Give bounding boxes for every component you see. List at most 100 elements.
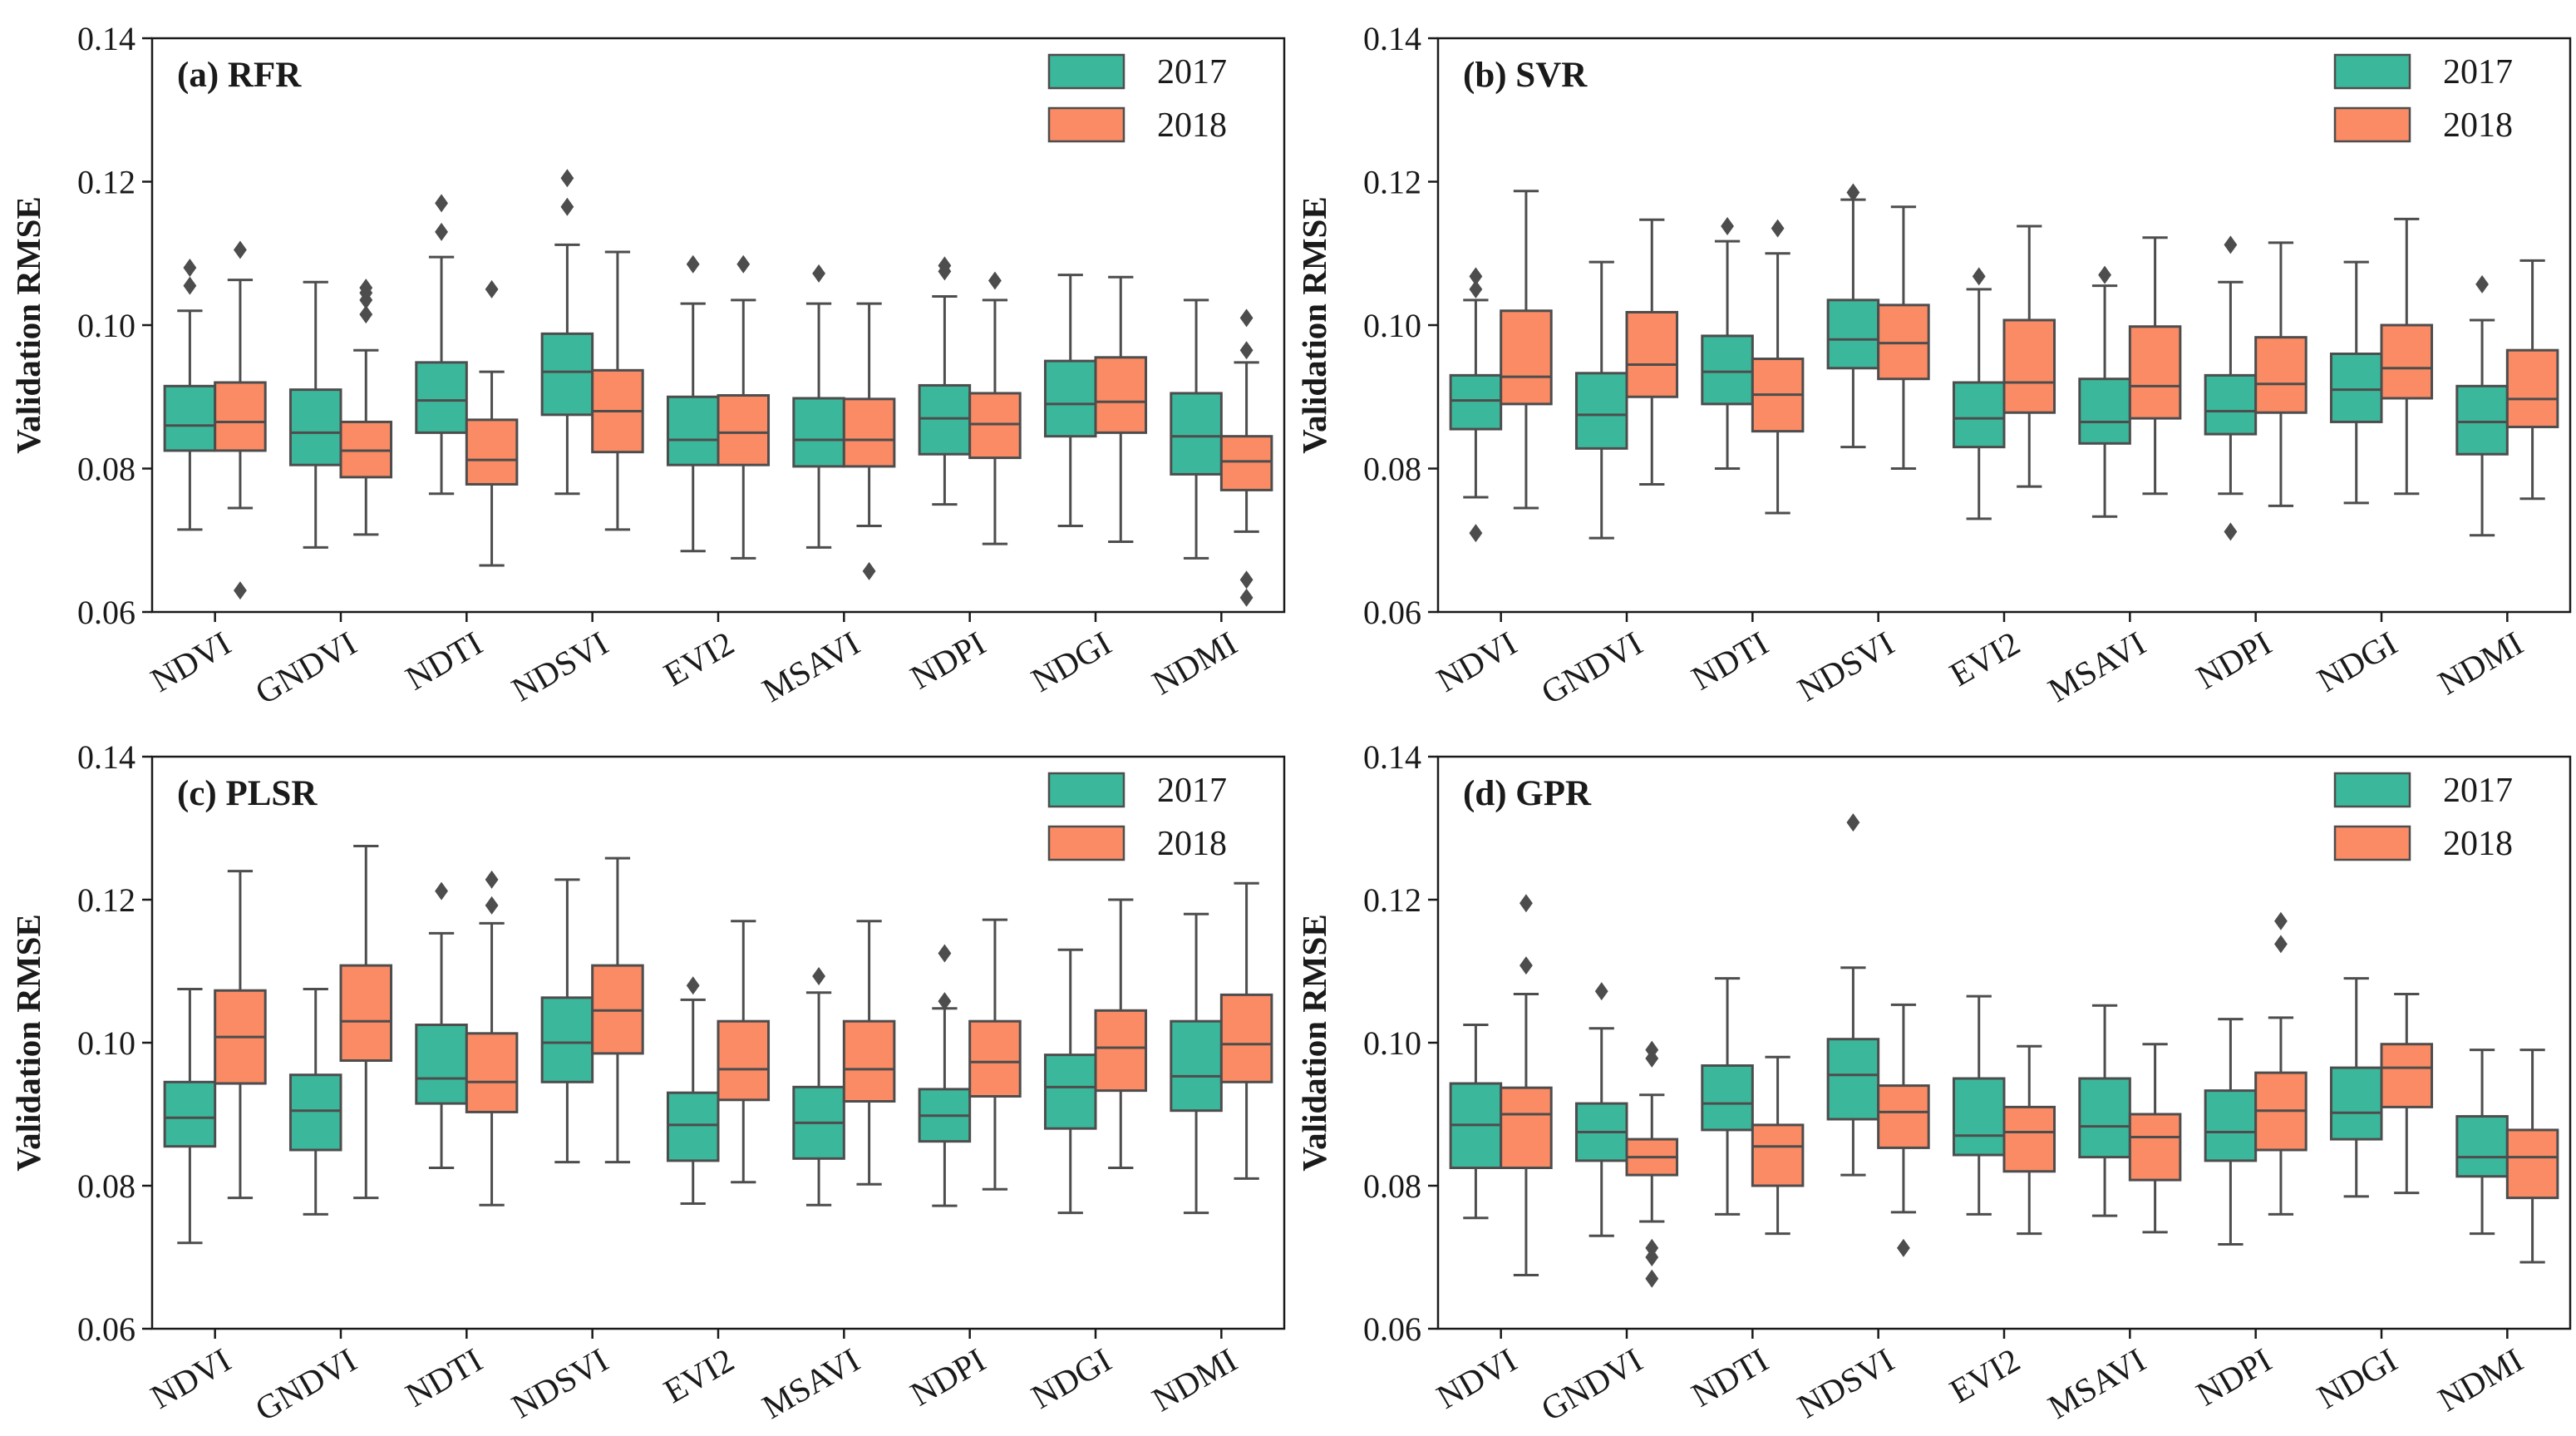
outlier-point bbox=[1519, 956, 1533, 975]
outlier-point bbox=[2224, 522, 2238, 541]
outlier-point bbox=[2475, 274, 2489, 294]
box-body bbox=[2204, 1089, 2258, 1162]
legend-label-2017: 2017 bbox=[2443, 772, 2513, 810]
x-category-label: MSAVI bbox=[756, 1340, 866, 1426]
legend-swatch-2018 bbox=[1047, 825, 1125, 861]
legend-label-2018: 2018 bbox=[2443, 106, 2513, 145]
outlier-point bbox=[2224, 235, 2238, 254]
box-2017 bbox=[1574, 260, 1628, 540]
outlier-point bbox=[1846, 813, 1860, 832]
outlier-point bbox=[686, 976, 700, 995]
outlier-point bbox=[1645, 1238, 1659, 1257]
x-category-label: NDSVI bbox=[1791, 1340, 1901, 1425]
outlier-point bbox=[812, 967, 825, 986]
box-2017 bbox=[666, 976, 720, 1205]
box-body bbox=[1952, 1077, 2006, 1157]
box-2018 bbox=[1500, 894, 1553, 1276]
box-body bbox=[717, 1019, 771, 1102]
outlier-point bbox=[435, 881, 448, 901]
box-2017 bbox=[2329, 260, 2383, 505]
x-category-label: NDGI bbox=[1025, 624, 1118, 699]
outlier-point bbox=[485, 279, 499, 299]
y-tick-label: 0.06 bbox=[1363, 1310, 1421, 1348]
legend-swatch-2018 bbox=[1047, 106, 1125, 143]
outlier-point bbox=[1972, 267, 1986, 286]
chart-panel: 0.06 0.08 0.10 0.12 0.14 Validation RMSE NDVI G… bbox=[1295, 738, 2572, 1429]
box-2017 bbox=[1043, 274, 1097, 527]
x-category-label: NDTI bbox=[1685, 1340, 1775, 1414]
x-category-label: NDMI bbox=[1145, 624, 1244, 703]
x-category-label: NDTI bbox=[399, 1340, 489, 1414]
y-tick-label: 0.10 bbox=[77, 307, 135, 344]
outlier-point bbox=[2274, 935, 2288, 954]
box-2018 bbox=[1751, 219, 1805, 515]
outlier-point bbox=[359, 305, 373, 324]
box-2018 bbox=[842, 920, 896, 1186]
box-body bbox=[918, 383, 972, 456]
outlier-point bbox=[234, 581, 247, 600]
legend-label-2017: 2017 bbox=[2443, 53, 2513, 91]
outlier-point bbox=[560, 169, 574, 188]
x-category-label: NDVI bbox=[144, 1340, 237, 1416]
legend-label-2018: 2018 bbox=[2443, 825, 2513, 863]
y-axis-label: Validation RMSE bbox=[1295, 196, 1333, 453]
outlier-point bbox=[2274, 911, 2288, 930]
box-2017 bbox=[792, 967, 845, 1207]
legend-label-2017: 2017 bbox=[1157, 772, 1227, 810]
box-body bbox=[2002, 1105, 2056, 1173]
box-2017 bbox=[1449, 1024, 1503, 1220]
x-category-label: NDMI bbox=[2431, 1340, 2529, 1419]
y-tick-label: 0.06 bbox=[1363, 594, 1421, 631]
chart-panel: 0.06 0.08 0.10 0.12 0.14 Validation RMSE NDVI G… bbox=[9, 20, 1286, 712]
box-body bbox=[1449, 373, 1503, 431]
y-tick-label: 0.10 bbox=[1363, 307, 1421, 344]
box-body bbox=[1043, 359, 1097, 438]
box-body bbox=[1094, 356, 1148, 434]
y-tick-label: 0.14 bbox=[1363, 20, 1421, 57]
box-body bbox=[1219, 435, 1273, 491]
box-2017 bbox=[1574, 982, 1628, 1237]
panel-title: (c) PLSR bbox=[177, 774, 318, 813]
box-2018 bbox=[2128, 236, 2182, 496]
outlier-point bbox=[359, 279, 373, 298]
x-category-label: GNDVI bbox=[1534, 1340, 1648, 1429]
box-body bbox=[666, 395, 720, 466]
box-body bbox=[842, 397, 896, 468]
box-2017 bbox=[918, 256, 972, 506]
y-tick-label: 0.12 bbox=[1363, 164, 1421, 201]
x-category-label: NDTI bbox=[399, 624, 489, 698]
outlier-point bbox=[686, 254, 700, 274]
outlier-point bbox=[1645, 1248, 1659, 1266]
outlier-point bbox=[485, 896, 499, 915]
legend-swatch-2017 bbox=[1047, 772, 1125, 808]
y-tick-label: 0.06 bbox=[77, 594, 135, 631]
box-body bbox=[2128, 1113, 2182, 1182]
box-body bbox=[2505, 348, 2559, 428]
box-2018 bbox=[214, 870, 267, 1200]
outlier-point bbox=[1721, 216, 1734, 235]
box-2017 bbox=[918, 944, 972, 1207]
box-2017 bbox=[540, 878, 594, 1164]
box-2017 bbox=[2078, 265, 2131, 518]
outlier-point bbox=[1239, 588, 1254, 607]
outlier-point bbox=[1645, 1269, 1659, 1288]
box-body bbox=[1952, 381, 2006, 449]
box-body bbox=[214, 381, 267, 452]
box-body bbox=[1826, 1038, 1880, 1121]
outlier-point bbox=[938, 256, 952, 275]
box-body bbox=[968, 392, 1022, 460]
x-category-label: NDGI bbox=[2311, 1340, 2404, 1416]
outlier-point bbox=[560, 197, 574, 216]
box-2018 bbox=[2254, 911, 2308, 1216]
box-2018 bbox=[1094, 275, 1148, 543]
outlier-point bbox=[1771, 219, 1785, 238]
box-body bbox=[415, 361, 468, 434]
x-category-label: NDSVI bbox=[505, 624, 615, 708]
x-category-label: NDVI bbox=[1430, 624, 1523, 699]
box-body bbox=[163, 384, 217, 452]
outlier-point bbox=[1239, 570, 1254, 590]
outlier-point bbox=[1469, 279, 1483, 299]
x-category-label: NDGI bbox=[1025, 1340, 1118, 1416]
box-2017 bbox=[1701, 216, 1754, 470]
